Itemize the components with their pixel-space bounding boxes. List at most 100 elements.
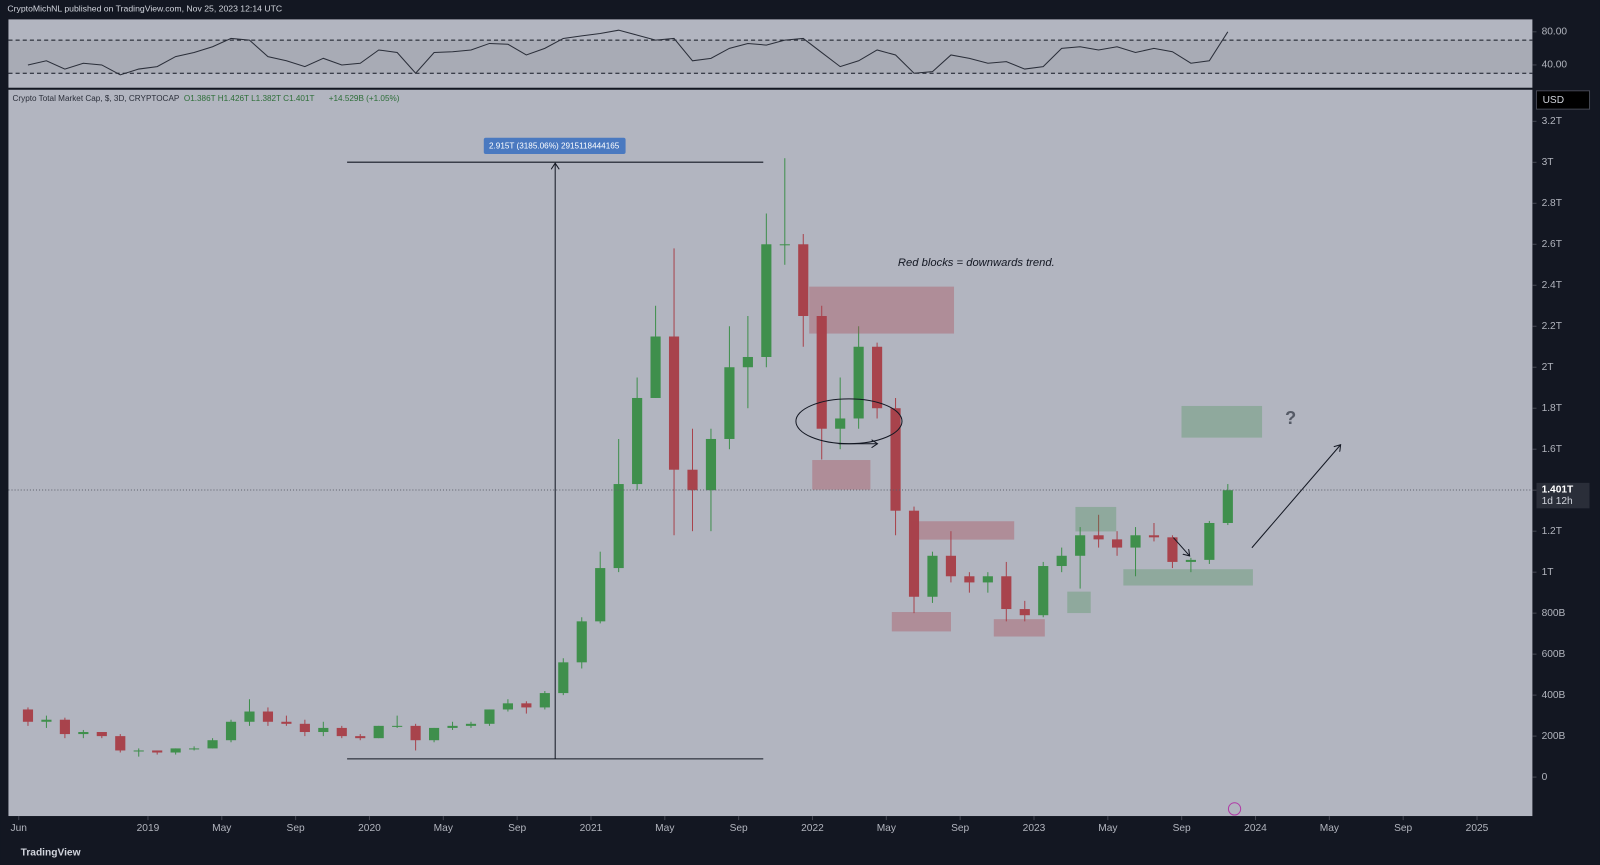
candle-body bbox=[484, 709, 495, 724]
candle-body bbox=[1167, 537, 1178, 562]
y-tick-label: 1T bbox=[1542, 567, 1554, 578]
candle-body bbox=[373, 725, 384, 739]
green-block bbox=[1067, 591, 1091, 614]
y-tick-label: 2.6T bbox=[1542, 239, 1562, 250]
candle-body bbox=[22, 709, 34, 722]
last-price-label: 1.401T bbox=[1542, 485, 1574, 496]
candle-body bbox=[1222, 490, 1233, 523]
x-tick-label: Sep bbox=[508, 823, 526, 834]
candle-body bbox=[1130, 535, 1141, 548]
red-block bbox=[911, 521, 1015, 540]
red-block bbox=[812, 460, 871, 490]
candle-body bbox=[632, 397, 643, 485]
candle-body bbox=[779, 244, 790, 246]
y-tick-label: 2.8T bbox=[1542, 198, 1562, 209]
candle-body bbox=[410, 725, 421, 741]
candle-body bbox=[1075, 535, 1086, 556]
y-tick-label: 200B bbox=[1542, 731, 1566, 742]
candle-body bbox=[1019, 609, 1030, 616]
x-tick-label: 2019 bbox=[137, 823, 160, 834]
change: +14.529B (+1.05%) bbox=[329, 94, 400, 103]
candle-body bbox=[244, 711, 255, 722]
candle-body bbox=[428, 727, 440, 741]
y-tick-label: 400B bbox=[1542, 690, 1566, 701]
green-block bbox=[1123, 569, 1253, 586]
currency-box bbox=[1535, 90, 1591, 110]
candle-body bbox=[576, 621, 587, 663]
candle-body bbox=[1093, 535, 1104, 540]
candle-body bbox=[262, 711, 274, 722]
x-tick-label: May bbox=[434, 823, 454, 834]
y-tick-label: 1.8T bbox=[1542, 403, 1562, 414]
candle-body bbox=[1111, 539, 1123, 548]
rsi-band bbox=[8, 40, 1533, 74]
candle-body bbox=[59, 719, 70, 735]
candle-body bbox=[170, 748, 181, 753]
candle-body bbox=[225, 721, 237, 741]
arrow bbox=[1172, 537, 1189, 556]
candle-body bbox=[1204, 522, 1215, 560]
candle-body bbox=[152, 750, 163, 753]
question-mark: ? bbox=[1285, 407, 1296, 428]
candle-body bbox=[1001, 576, 1012, 610]
candle-body bbox=[724, 367, 735, 439]
x-tick-label: Sep bbox=[1394, 823, 1412, 834]
y-tick-label: 80.00 bbox=[1542, 26, 1568, 37]
candle-body bbox=[502, 703, 513, 710]
x-tick-label: Sep bbox=[951, 823, 969, 834]
x-tick-label: May bbox=[877, 823, 897, 834]
candle-body bbox=[78, 732, 89, 735]
candle-body bbox=[982, 576, 993, 583]
rsi-line bbox=[27, 29, 1229, 76]
candle-body bbox=[853, 346, 864, 419]
candle-body bbox=[1038, 566, 1049, 616]
x-tick-label: May bbox=[1098, 823, 1118, 834]
y-tick-label: 2.2T bbox=[1542, 321, 1562, 332]
x-tick-label: 2025 bbox=[1466, 823, 1489, 834]
x-tick-label: 2020 bbox=[358, 823, 381, 834]
currency: USD bbox=[1543, 95, 1565, 106]
x-tick-label: Sep bbox=[730, 823, 748, 834]
ohlc-legend: O1.386T H1.426T L1.382T C1.401T bbox=[184, 94, 315, 103]
x-tick-label: May bbox=[655, 823, 675, 834]
price-panel bbox=[8, 89, 1533, 817]
candle-body bbox=[705, 438, 717, 491]
y-tick-label: 3.2T bbox=[1542, 116, 1562, 127]
price-layer: 0200B400B600B800B1T1.2T1.4T1.6T1.8T2T2.2… bbox=[8, 26, 1590, 834]
x-tick-label: Sep bbox=[287, 823, 305, 834]
symbol-title: Crypto Total Market Cap, $, 3D, CRYPTOCA… bbox=[13, 94, 180, 103]
candle-body bbox=[908, 510, 920, 597]
candle-body bbox=[668, 336, 680, 470]
event-icon bbox=[1227, 802, 1242, 816]
candle-body bbox=[816, 316, 827, 429]
candle-body bbox=[96, 732, 107, 737]
candle-body bbox=[189, 748, 200, 750]
green-block bbox=[1181, 405, 1263, 438]
candle-body bbox=[447, 725, 458, 728]
candle-body bbox=[207, 740, 218, 749]
candle-body bbox=[133, 750, 144, 752]
candle-body bbox=[318, 727, 329, 733]
candle-body bbox=[539, 693, 550, 708]
drawings: 2.915T (3185.06%) 2915118444165 Red bloc… bbox=[347, 137, 1341, 760]
arrow bbox=[1251, 445, 1341, 549]
footer-logo: TradingView bbox=[21, 847, 81, 858]
y-tick-label: 1.6T bbox=[1542, 444, 1562, 455]
candle-body bbox=[798, 244, 809, 317]
last-price-box bbox=[1536, 482, 1590, 509]
candle-body bbox=[558, 662, 569, 694]
candle-body bbox=[613, 484, 624, 569]
candle-body bbox=[964, 576, 975, 583]
measure-box bbox=[483, 137, 626, 155]
candle-body bbox=[336, 727, 347, 737]
y-tick-label: 2.4T bbox=[1542, 280, 1562, 291]
red-block bbox=[809, 286, 955, 334]
candle-body bbox=[650, 336, 661, 398]
candle-body bbox=[392, 725, 403, 727]
rsi-panel bbox=[8, 19, 1533, 88]
annotation: Red blocks = downwards trend. bbox=[898, 257, 1055, 269]
candle-body bbox=[761, 244, 772, 357]
red-block bbox=[891, 612, 951, 632]
